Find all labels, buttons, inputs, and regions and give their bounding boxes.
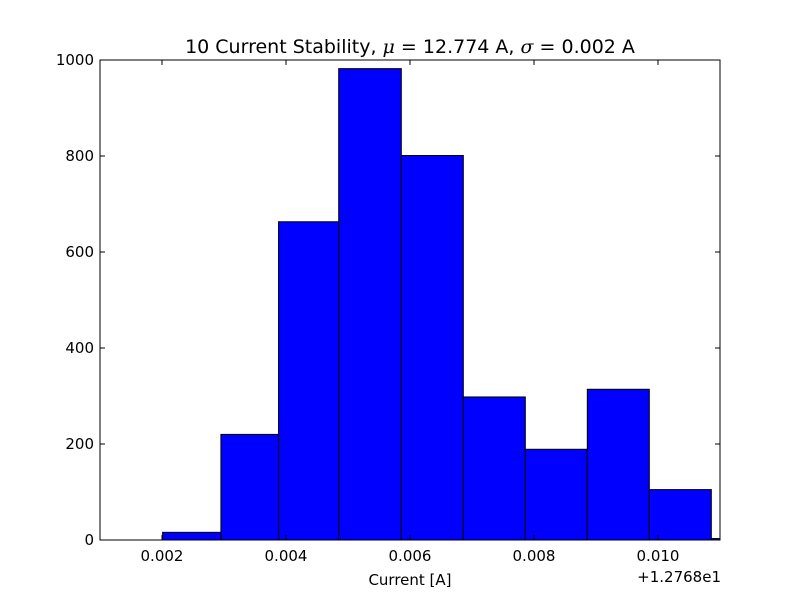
chart-title-lead: 10 Current Stability, bbox=[185, 36, 382, 58]
y-tick-label: 600 bbox=[65, 243, 94, 261]
histogram-bar bbox=[648, 489, 712, 540]
y-tick-label: 200 bbox=[65, 435, 94, 453]
histogram-bar bbox=[710, 538, 720, 540]
x-tick-label: 0.008 bbox=[513, 547, 556, 565]
chart-title-sigma-value: = 0.002 A bbox=[533, 36, 634, 58]
x-tick-label: 0.006 bbox=[389, 547, 432, 565]
x-axis-offset-label: +1.2768e1 bbox=[637, 568, 721, 586]
x-axis-label: Current [A] bbox=[368, 571, 451, 589]
histogram-bar bbox=[524, 448, 588, 540]
y-tick-label: 400 bbox=[65, 339, 94, 357]
histogram-bar bbox=[400, 155, 464, 540]
x-tick-label: 0.002 bbox=[141, 547, 184, 565]
histogram-bar bbox=[338, 68, 402, 540]
axis-ticks: 0.002 0.004 0.006 0.008 0.010 0 200 400 600 800 10… bbox=[56, 51, 720, 565]
x-tick-label: 0.004 bbox=[265, 547, 308, 565]
histogram-bar bbox=[462, 396, 526, 540]
plot-frame bbox=[99, 59, 721, 541]
histogram-bars bbox=[162, 68, 720, 540]
histogram-bar bbox=[278, 221, 340, 540]
chart-title-mu-symbol: μ bbox=[383, 36, 395, 58]
chart-title-sigma-symbol: σ bbox=[521, 36, 535, 58]
histogram-bar bbox=[220, 433, 280, 540]
y-tick-label: 1000 bbox=[56, 51, 94, 69]
y-tick-label: 0 bbox=[84, 531, 94, 549]
chart-title: 10 Current Stability, μ = 12.774 A, σ = … bbox=[185, 36, 635, 58]
x-tick-label: 0.010 bbox=[637, 547, 680, 565]
histogram-bar bbox=[162, 531, 222, 540]
histogram-bar bbox=[586, 388, 650, 540]
chart-title-mu-value: = 12.774 A, bbox=[395, 36, 521, 58]
y-tick-label: 800 bbox=[65, 147, 94, 165]
